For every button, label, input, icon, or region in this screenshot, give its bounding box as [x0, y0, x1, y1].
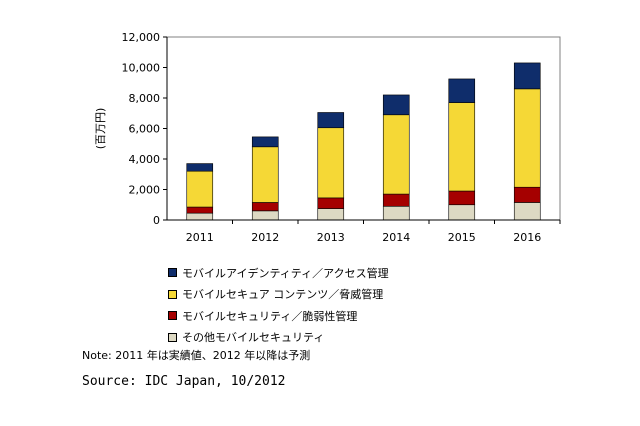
y-tick-label: 4,000 [129, 153, 161, 166]
bar-segment [317, 112, 345, 129]
bar-segment [251, 202, 279, 212]
bar-segment [448, 204, 476, 221]
bar-segment [251, 210, 279, 221]
bar-segment [251, 136, 279, 148]
x-tick-label: 2015 [448, 231, 476, 244]
legend-item-other: その他モバイルセキュリティ [168, 327, 389, 349]
bar-segment [382, 205, 410, 221]
legend-item-identity-access: モバイルアイデンティティ／アクセス管理 [168, 262, 389, 284]
legend-swatch-identity-access [168, 268, 177, 278]
source-text: Source: IDC Japan, 10/2012 [82, 374, 286, 389]
legend-swatch-vulnerability [168, 311, 177, 321]
bar-segment [448, 78, 476, 103]
bar-segment [186, 170, 214, 208]
legend-label-vulnerability: モバイルセキュリティ／脆弱性管理 [182, 309, 358, 323]
y-tick-label: 0 [153, 214, 160, 227]
bar-segment [448, 190, 476, 206]
bar-segment [513, 202, 541, 221]
plot-area [166, 36, 561, 221]
y-tick-label: 8,000 [129, 92, 161, 105]
bar-segment [448, 102, 476, 192]
bar-segment [186, 212, 214, 221]
bar-segment [513, 186, 541, 203]
legend-item-secure-content: モバイルセキュア コンテンツ／脅威管理 [168, 284, 389, 306]
y-tick-label: 6,000 [129, 123, 161, 136]
legend-label-other: その他モバイルセキュリティ [182, 331, 325, 345]
bar-segment [317, 127, 345, 199]
x-tick-label: 2016 [513, 231, 541, 244]
x-tick-label: 2012 [251, 231, 279, 244]
x-tick-label: 2011 [186, 231, 214, 244]
legend: モバイルアイデンティティ／アクセス管理 モバイルセキュア コンテンツ／脅威管理 … [168, 262, 389, 348]
bar-segment [251, 146, 279, 203]
legend-item-vulnerability: モバイルセキュリティ／脆弱性管理 [168, 305, 389, 327]
x-tick-label: 2013 [317, 231, 345, 244]
legend-label-identity-access: モバイルアイデンティティ／アクセス管理 [182, 266, 389, 280]
y-tick-label: 2,000 [129, 184, 161, 197]
x-tick-label: 2014 [382, 231, 410, 244]
bar-segment [317, 208, 345, 221]
legend-swatch-secure-content [168, 289, 177, 299]
bar-segment [382, 193, 410, 207]
bar-segment [513, 62, 541, 90]
bar-segment [186, 163, 214, 172]
y-tick-label: 12,000 [122, 31, 161, 44]
bar-segment [382, 94, 410, 116]
legend-label-secure-content: モバイルセキュア コンテンツ／脅威管理 [182, 288, 384, 302]
bar-segment [513, 88, 541, 188]
bar-segment [382, 114, 410, 195]
bar-segment [186, 206, 214, 214]
note-text: Note: 2011 年は実績値、2012 年以降は予測 [82, 349, 311, 362]
y-tick-label: 10,000 [122, 62, 161, 75]
y-axis-title: (百万円) [94, 108, 107, 150]
bar-segment [317, 197, 345, 209]
legend-swatch-other [168, 332, 177, 342]
